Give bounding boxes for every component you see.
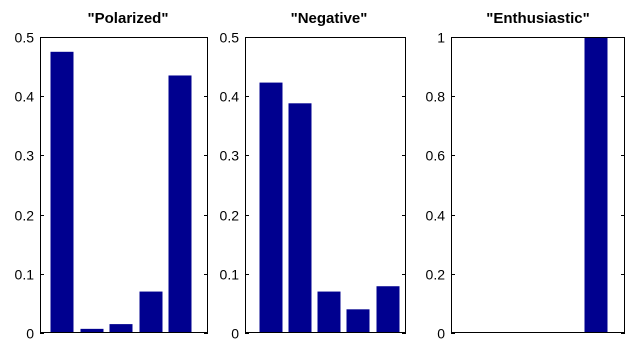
negative-panel: "Negative" 0 0.1 0.2 0.3 0.4 0.5 bbox=[220, 10, 406, 342]
y-tick-label: 0.5 bbox=[220, 30, 240, 46]
bar-5 bbox=[376, 286, 400, 333]
bar-1 bbox=[50, 51, 74, 334]
bar-4 bbox=[346, 309, 370, 333]
bar-2 bbox=[80, 328, 104, 333]
y-tick-label: 0.4 bbox=[220, 89, 240, 105]
y-tick-label: 0.3 bbox=[220, 148, 240, 164]
y-tick-label: 0.2 bbox=[15, 208, 35, 224]
y-tick-label: 0.3 bbox=[15, 148, 35, 164]
axes-frame bbox=[40, 37, 208, 333]
y-tick-label: 0 bbox=[26, 326, 34, 342]
y-tick-label: 0.1 bbox=[15, 267, 35, 283]
y-tick-label: 0.5 bbox=[15, 30, 35, 46]
bar-3 bbox=[317, 291, 341, 333]
y-tick-label: 0.4 bbox=[15, 89, 35, 105]
y-tick-label: 0.2 bbox=[426, 267, 446, 283]
panel-title: "Polarized" bbox=[88, 10, 169, 27]
bar-2 bbox=[288, 103, 312, 333]
polarized-panel: "Polarized" 0 0.1 0.2 0.3 0.4 0.5 bbox=[15, 10, 208, 342]
enthusiastic-panel: "Enthusiastic" 0 0.2 0.4 0.6 0.8 1 bbox=[426, 10, 625, 342]
bar-5 bbox=[168, 75, 192, 333]
y-tick-label: 0.1 bbox=[220, 267, 240, 283]
bar-5 bbox=[584, 37, 608, 333]
y-tick-label: 0.8 bbox=[426, 89, 446, 105]
y-tick-label: 0 bbox=[231, 326, 239, 342]
y-tick-label: 0.4 bbox=[426, 208, 446, 224]
panel-title: "Enthusiastic" bbox=[486, 10, 589, 27]
bar-1 bbox=[259, 82, 283, 333]
axes-frame bbox=[245, 37, 406, 333]
y-tick-label: 0 bbox=[437, 326, 445, 342]
bar-4 bbox=[139, 291, 163, 333]
panel-title: "Negative" bbox=[291, 10, 368, 27]
y-tick-label: 0.6 bbox=[426, 148, 446, 164]
bar-3 bbox=[109, 324, 133, 333]
y-tick-label: 0.2 bbox=[220, 208, 240, 224]
y-tick-label: 1 bbox=[437, 30, 445, 46]
